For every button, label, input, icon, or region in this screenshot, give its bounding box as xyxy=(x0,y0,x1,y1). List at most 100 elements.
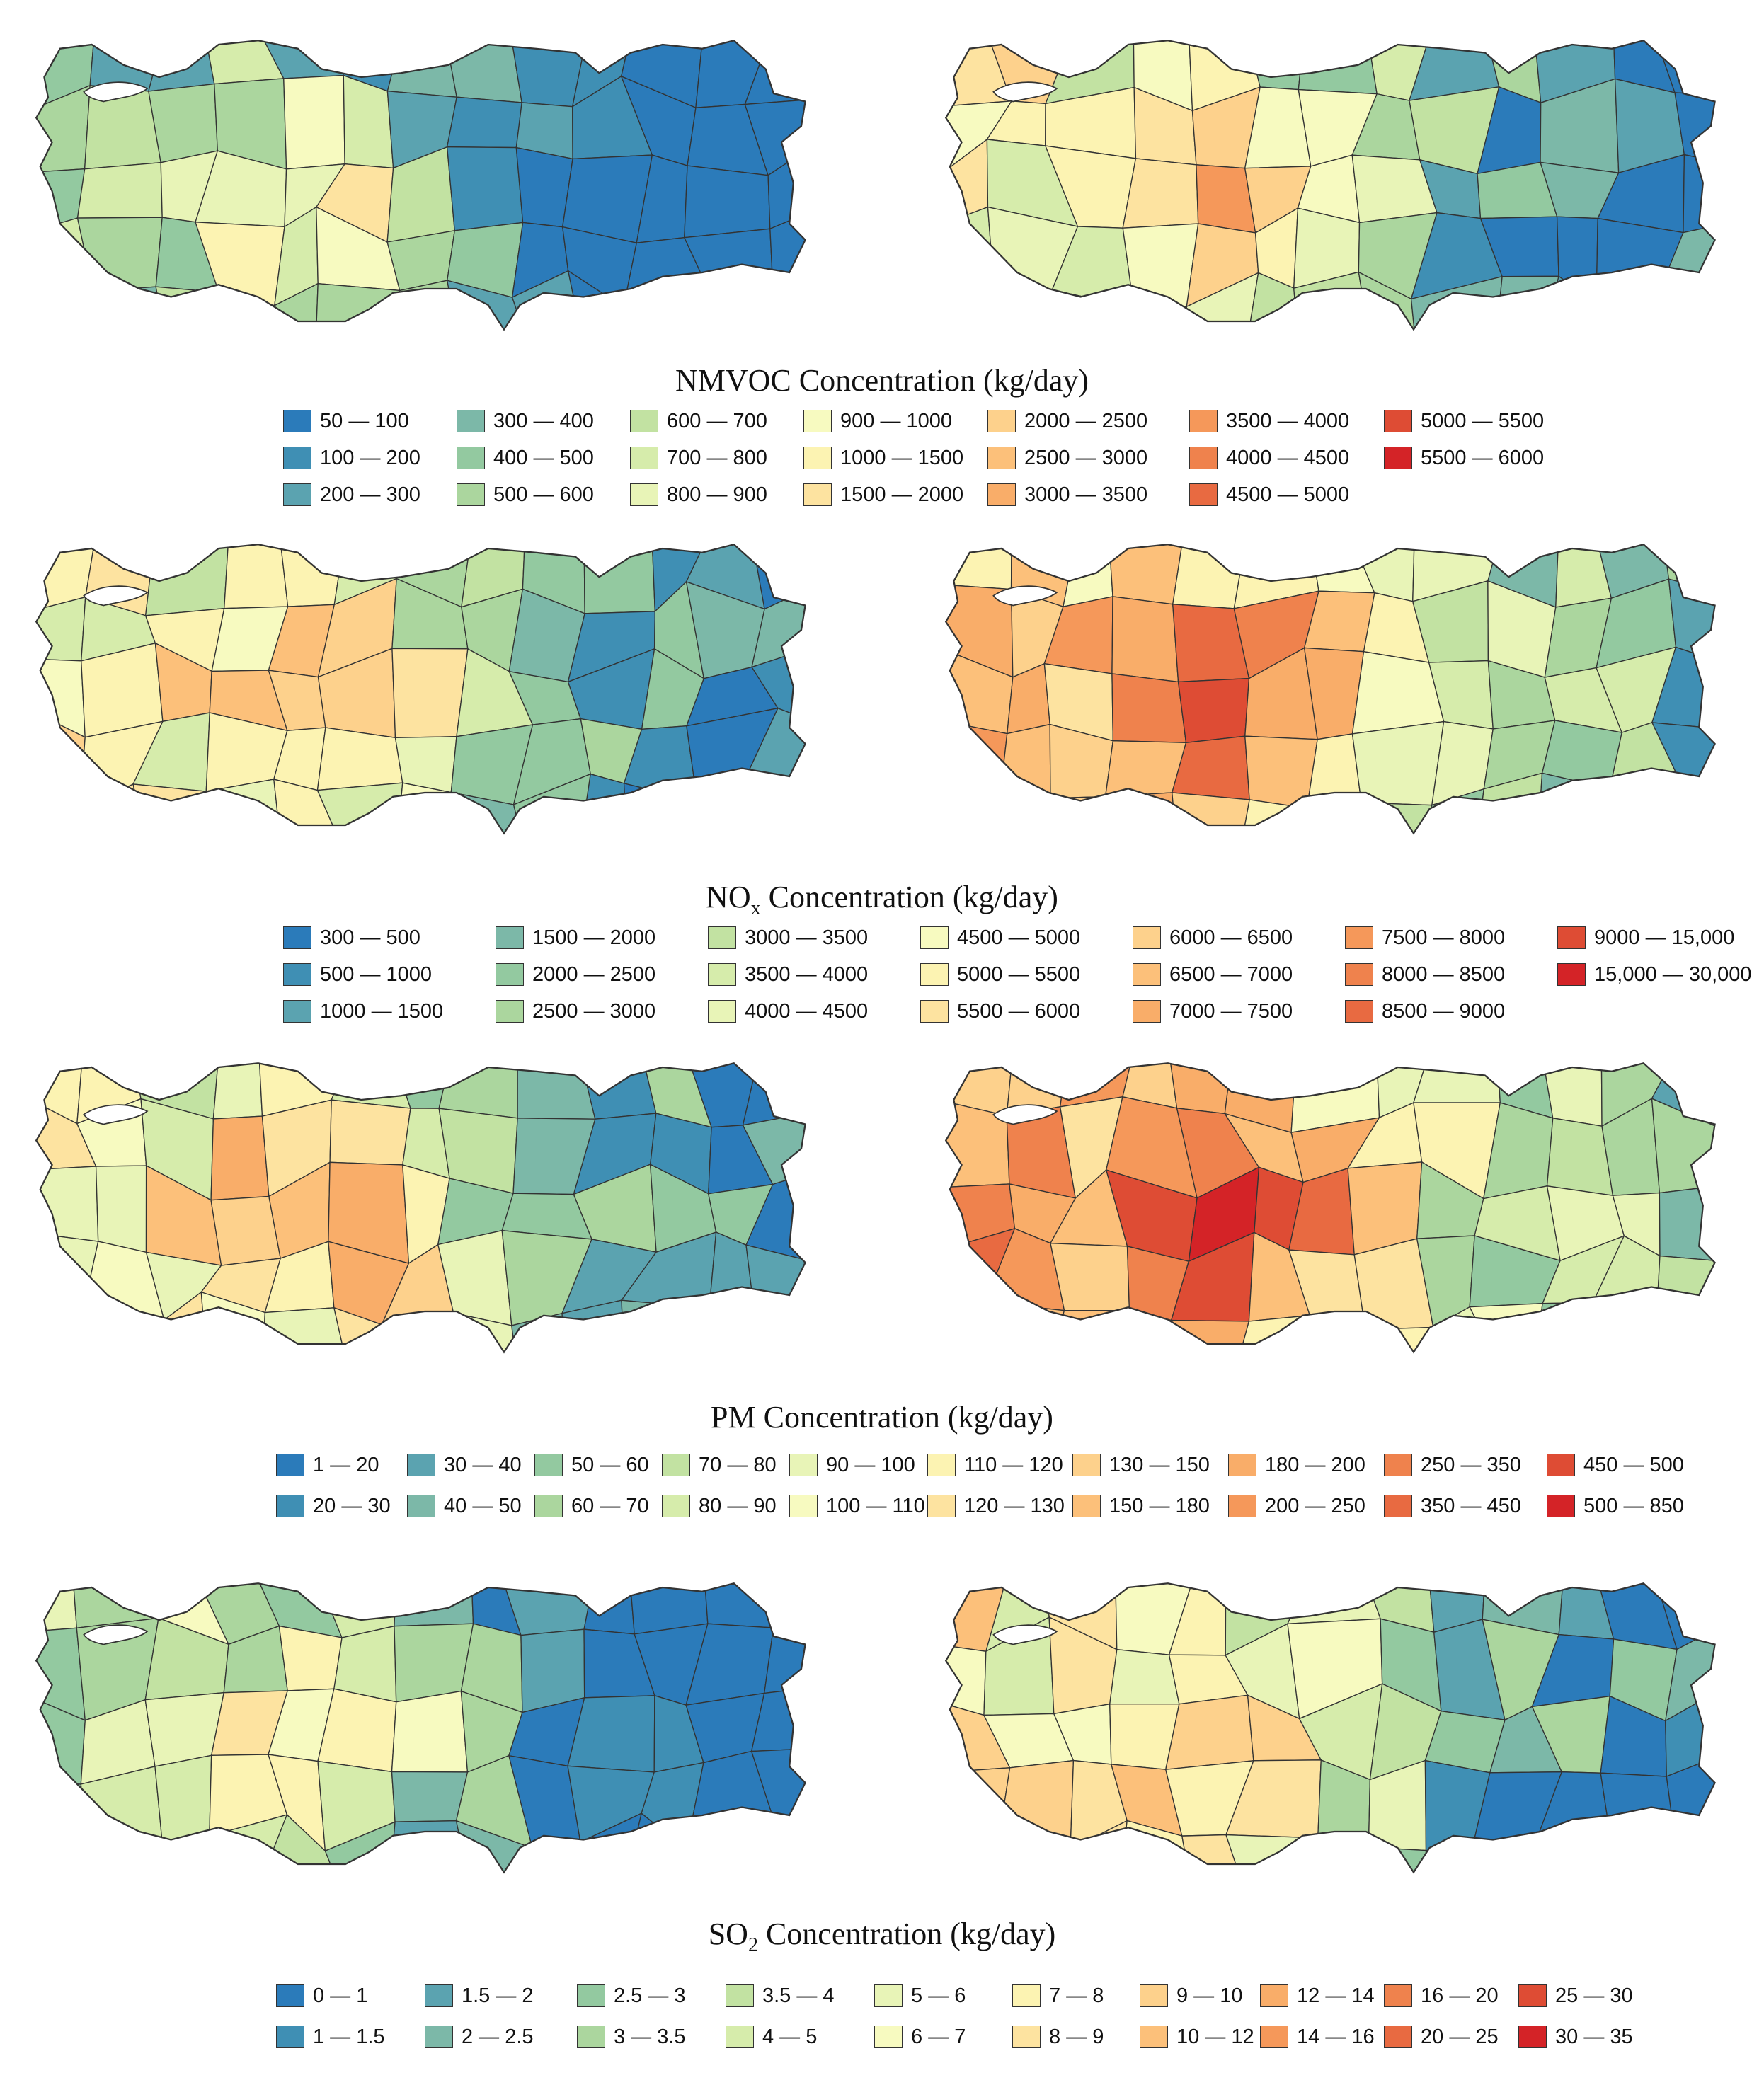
legend-label: 600 — 700 xyxy=(667,409,767,432)
legend-item: 900 — 1000 xyxy=(803,407,952,435)
legend-label: 3.5 — 4 xyxy=(762,1984,835,2007)
province-region xyxy=(703,1583,774,1628)
province-map xyxy=(35,1582,806,1874)
province-region xyxy=(81,286,168,330)
province-region xyxy=(1050,795,1130,834)
province-region xyxy=(1109,1648,1180,1705)
legend-swatch xyxy=(577,1984,605,2007)
legend-swatch xyxy=(874,1984,903,2007)
legend-label: 200 — 250 xyxy=(1265,1494,1365,1517)
legend-label: 50 — 100 xyxy=(320,409,409,432)
legend-swatch xyxy=(283,1000,311,1023)
legend-label: 150 — 180 xyxy=(1109,1494,1210,1517)
province-region xyxy=(1309,544,1375,594)
legend-item: 200 — 250 xyxy=(1228,1492,1365,1520)
province-map xyxy=(35,1062,806,1354)
legend-swatch xyxy=(1384,1454,1412,1476)
legend-label: 180 — 200 xyxy=(1265,1453,1365,1476)
legend-label: 450 — 500 xyxy=(1583,1453,1684,1476)
province-region xyxy=(683,228,774,303)
legend-item: 2500 — 3000 xyxy=(496,997,655,1025)
legend-swatch xyxy=(457,483,485,506)
legend-item: 5500 — 6000 xyxy=(1384,444,1544,472)
province-region xyxy=(394,1583,474,1627)
legend-label: 100 — 200 xyxy=(320,446,420,469)
legend-swatch xyxy=(283,447,311,469)
legend-item: 80 — 90 xyxy=(662,1492,777,1520)
legend-label: 70 — 80 xyxy=(699,1453,777,1476)
sea-of-marmara xyxy=(83,1624,149,1645)
legend-label: 6 — 7 xyxy=(911,2025,966,2048)
province-map xyxy=(35,39,806,331)
legend-label: 7500 — 8000 xyxy=(1382,926,1506,949)
legend-item: 4000 — 4500 xyxy=(708,997,868,1025)
province-region xyxy=(1556,216,1598,304)
legend-item: 450 — 500 xyxy=(1547,1451,1684,1479)
legend-swatch xyxy=(425,1984,453,2007)
legend-label: 2000 — 2500 xyxy=(1024,409,1148,432)
legend-label: 100 — 110 xyxy=(826,1494,925,1517)
pm-map-right xyxy=(938,1051,1731,1377)
legend-item: 30 — 40 xyxy=(407,1451,522,1479)
legend-swatch xyxy=(1189,410,1218,432)
province-region xyxy=(155,286,220,330)
legend-swatch xyxy=(1557,926,1586,949)
country-outline xyxy=(35,39,806,331)
province-region xyxy=(1469,1302,1543,1352)
legend-item: 4500 — 5000 xyxy=(920,924,1080,952)
legend-swatch xyxy=(726,1984,754,2007)
legend-item: 3500 — 4000 xyxy=(1189,407,1349,435)
legend-swatch xyxy=(276,1495,304,1517)
province-region xyxy=(36,1319,104,1352)
legend-item: 6 — 7 xyxy=(874,2023,966,2051)
legend-item: 25 — 30 xyxy=(1518,1982,1633,2010)
sea-of-marmara xyxy=(83,585,149,607)
legend-item: 3 — 3.5 xyxy=(577,2023,686,2051)
province-region xyxy=(36,1820,103,1873)
legend-swatch xyxy=(1384,1495,1412,1517)
legend-item: 60 — 70 xyxy=(534,1492,649,1520)
province-region xyxy=(946,544,1012,590)
sea-of-marmara xyxy=(992,1624,1058,1645)
country-outline xyxy=(944,39,1716,331)
legend-item: 7 — 8 xyxy=(1012,1982,1104,2010)
province-region xyxy=(685,1831,779,1873)
legend-item: 5000 — 5500 xyxy=(1384,407,1544,435)
province-region xyxy=(767,1827,806,1873)
legend-item: 180 — 200 xyxy=(1228,1451,1365,1479)
nmvoc-map-left xyxy=(28,28,821,354)
legend-swatch xyxy=(874,2026,903,2048)
legend-label: 1 — 20 xyxy=(313,1453,379,1476)
legend-label: 4000 — 4500 xyxy=(1226,446,1350,469)
legend-label: 40 — 50 xyxy=(444,1494,522,1517)
legend-item: 500 — 850 xyxy=(1547,1492,1684,1520)
province-region xyxy=(36,1231,99,1326)
province-region xyxy=(1656,1255,1715,1299)
nox-map-right xyxy=(938,532,1731,858)
nox-map-left xyxy=(28,532,821,858)
sea-of-marmara xyxy=(83,1104,149,1125)
province-region xyxy=(331,1063,411,1109)
province-region xyxy=(212,1063,263,1120)
province-region xyxy=(446,146,524,231)
legend-swatch xyxy=(1518,2026,1547,2048)
legend-label: 4000 — 4500 xyxy=(745,999,869,1023)
province-region xyxy=(946,1301,986,1352)
province-map xyxy=(944,1582,1716,1874)
province-region xyxy=(685,285,774,330)
country-outline xyxy=(35,1582,806,1874)
legend-swatch xyxy=(662,1454,690,1476)
legend-label: 700 — 800 xyxy=(667,446,767,469)
legend-item: 6000 — 6500 xyxy=(1133,924,1293,952)
legend-swatch xyxy=(1072,1495,1101,1517)
sea-of-marmara xyxy=(83,81,149,103)
legend-label: 10 — 12 xyxy=(1176,2025,1254,2048)
legend-swatch xyxy=(457,410,485,432)
province-region xyxy=(745,774,806,834)
province-region xyxy=(36,84,91,173)
province-region xyxy=(210,1115,270,1201)
legend-item: 5500 — 6000 xyxy=(920,997,1080,1025)
province-region xyxy=(769,1583,806,1628)
legend-item: 250 — 350 xyxy=(1384,1451,1521,1479)
province-region xyxy=(210,1195,282,1266)
